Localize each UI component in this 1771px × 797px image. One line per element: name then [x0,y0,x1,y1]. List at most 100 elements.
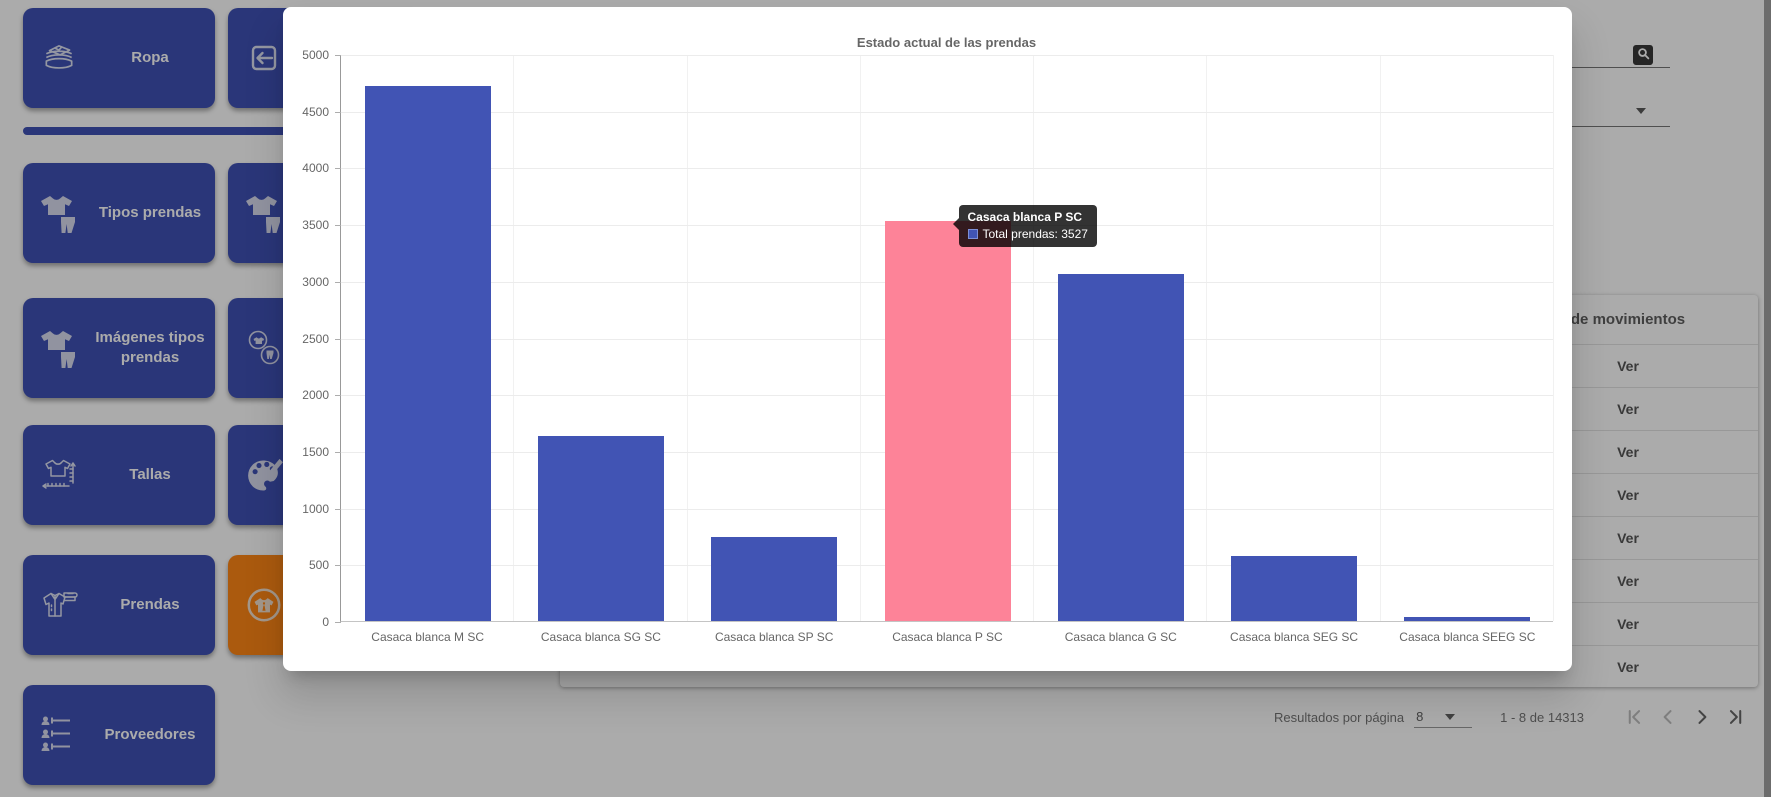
ver-button[interactable]: Ver [1617,358,1639,374]
sidebar-item-proveedores[interactable]: Proveedores [23,685,215,785]
y-axis-label: 1000 [302,501,329,516]
clothes-stack-icon [23,39,95,77]
x-axis-label: Casaca blanca SEEG SC [1399,630,1536,644]
ver-button[interactable]: Ver [1617,573,1639,589]
shirt-pants-icon [228,192,300,234]
circled-shirt-icon [228,584,300,626]
sidebar-item-label: Tipos prendas [98,203,202,221]
search-input[interactable] [1490,67,1670,68]
sidebar-item-prendas[interactable]: Prendas [23,555,215,655]
page-size-value: 8 [1416,709,1424,724]
bar-Casaca blanca SP SC[interactable] [711,537,838,621]
bar-Casaca blanca P SC[interactable] [884,221,1011,621]
ver-button[interactable]: Ver [1617,659,1639,675]
chevron-right-icon [1698,710,1707,724]
y-axis-label: 0 [322,615,329,629]
paginator-range: 1 - 8 de 14313 [1500,709,1584,725]
x-axis-label: Casaca blanca M SC [371,630,484,644]
first-page-button[interactable] [1620,703,1648,731]
axis-tick [335,338,341,340]
magnifier-icon [1637,47,1650,63]
sidebar-item-tallas[interactable]: Tallas [23,425,215,525]
last-page-icon [1729,710,1742,724]
y-axis-label: 3500 [302,218,329,233]
search-button[interactable] [1633,45,1653,65]
tooltip-title: Casaca blanca P SC [967,210,1083,225]
axis-tick [335,168,341,170]
first-page-icon [1628,710,1641,724]
chevron-down-icon[interactable] [1636,108,1646,114]
chevron-left-icon [1663,710,1672,724]
gridline [513,55,515,621]
exit-icon [228,40,300,76]
paginator-label: Resultados por página [1274,709,1405,725]
axis-tick [335,622,341,623]
sidebar-item-ropa[interactable]: Ropa [23,8,215,108]
gridline [1206,55,1208,621]
filter-select[interactable] [1490,126,1670,127]
gridline [1553,55,1554,621]
last-page-button[interactable] [1722,703,1750,731]
circled-garments-icon [228,329,300,367]
sidebar-item-label: Imágenes tipos prendas [95,328,205,366]
axis-tick [335,395,341,397]
x-axis-label: Casaca blanca SG SC [540,630,661,644]
bar-Casaca blanca SG SC[interactable] [537,436,664,621]
gridline [686,55,688,621]
shirt-pants-icon [23,192,95,234]
chart-title: Estado actual de las prendas [856,35,1037,50]
axis-tick [335,225,341,227]
tooltip-caret [952,218,959,231]
sidebar-item-imagenes-tipos-prendas[interactable]: Imágenes tipos prendas [23,298,215,398]
sidebar-item-tipos-prendas[interactable]: Tipos prendas [23,163,215,263]
axis-tick [335,111,341,113]
gridline [341,168,1553,170]
x-axis-label: Casaca blanca SEG SC [1230,630,1359,644]
sidebar-item-label: Proveedores [104,725,196,743]
bar-Casaca blanca M SC[interactable] [364,85,491,621]
palette-icon [228,455,300,495]
bar-chart: 0 500 1000 1500 2000 2500 3000 3500 4000 4500 5000… [302,48,1554,644]
chart-dialog: Estado actual de las prendas 0 500 1000 150… [283,7,1572,671]
shirt-pants-icon [23,327,95,369]
sidebar-item-label: Prendas [120,595,180,613]
y-axis-label: 4000 [302,161,329,176]
x-axis-label: Casaca blanca SP SC [714,630,834,644]
axis-tick [335,55,341,56]
bar-Casaca blanca SEEG SC[interactable] [1404,617,1531,621]
axis-tick [335,451,341,453]
shirt-measure-icon [23,455,95,495]
ver-button[interactable]: Ver [1617,401,1639,417]
y-axis-label: 2000 [302,388,329,403]
x-axis-label: Casaca blanca G SC [1064,630,1177,644]
sidebar-item-label: Tallas [129,465,171,483]
ver-button[interactable]: Ver [1617,530,1639,546]
sidebar-item-label: Ropa [131,48,169,66]
y-axis-label: 500 [308,558,329,573]
tooltip-value: Total prendas: 3527 [982,227,1088,242]
y-axis-label: 1500 [302,444,329,459]
gridline [341,55,1553,56]
ver-button[interactable]: Ver [1617,444,1639,460]
ver-button[interactable]: Ver [1617,487,1639,503]
axis-tick [335,565,341,567]
chart-tooltip: Casaca blanca P SC Total prendas: 3527 [952,205,1097,248]
y-axis-label: 4500 [302,104,329,119]
vertical-scrollbar[interactable] [1764,0,1771,797]
bar-Casaca blanca SEG SC[interactable] [1231,556,1358,621]
ver-button[interactable]: Ver [1617,616,1639,632]
bar-Casaca blanca G SC[interactable] [1057,274,1184,621]
page-size-select[interactable]: 8 [1414,706,1473,728]
y-axis-label: 3000 [302,274,329,289]
gridline [1033,55,1035,621]
sidebar-divider [23,127,300,135]
next-page-button[interactable] [1688,703,1716,731]
jacket-stack-icon [23,585,95,625]
suppliers-list-icon [23,714,95,756]
previous-page-button[interactable] [1654,703,1682,731]
gridline [341,111,1553,113]
axis-tick [335,281,341,283]
column-header-movimientos: de movimientos [1570,311,1686,328]
paginator: Resultados por página 8 1 - 8 de 14313 [1150,701,1750,733]
